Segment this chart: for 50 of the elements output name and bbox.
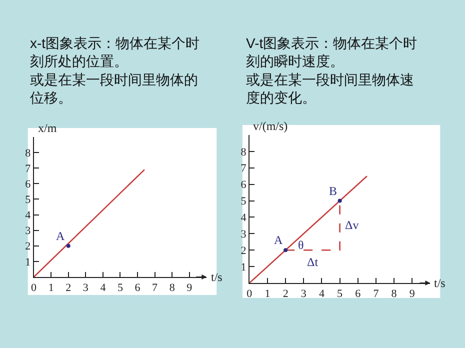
annotation: B bbox=[329, 184, 338, 198]
chart-title: V-t图象表示：物体在某个时刻的瞬时速度。 bbox=[246, 35, 418, 70]
x-tick-label: 3 bbox=[82, 282, 89, 294]
y-tick-label: 8 bbox=[25, 147, 32, 160]
y-tick-label: 2 bbox=[240, 244, 246, 257]
x-tick-label: 7 bbox=[373, 288, 380, 300]
y-tick-label: 8 bbox=[240, 146, 247, 158]
y-tick-label: 7 bbox=[240, 162, 247, 175]
x-tick-label: 1 bbox=[48, 282, 54, 294]
x-tick-label: 7 bbox=[152, 282, 158, 294]
y-tick-label: 1 bbox=[25, 256, 31, 268]
chart-subtitle: 或是在某一段时间里物体的位移。 bbox=[30, 71, 198, 106]
x-tick-label: 3 bbox=[300, 288, 307, 300]
y-tick-label: 4 bbox=[25, 210, 32, 222]
y-tick-label: 7 bbox=[25, 162, 32, 175]
x-tick-label: 1 bbox=[264, 288, 270, 300]
x-tick-label: 4 bbox=[318, 288, 325, 300]
x-tick-label: 5 bbox=[117, 282, 124, 294]
y-tick-label: 3 bbox=[25, 225, 32, 238]
x-tick-label: 2 bbox=[282, 288, 288, 300]
annotation: Δv bbox=[345, 218, 359, 232]
annotation: θ bbox=[298, 238, 304, 252]
x-tick-label: 8 bbox=[169, 282, 176, 294]
x-tick-label: 4 bbox=[100, 282, 106, 294]
y-tick-label: 5 bbox=[25, 194, 32, 206]
x-tick-label: 9 bbox=[409, 288, 416, 300]
x-axis-title: t/s bbox=[211, 270, 223, 284]
y-axis-title: x/m bbox=[38, 121, 58, 135]
y-tick-label: 2 bbox=[25, 240, 31, 253]
chart-title: x-t图象表示：物体在某个时刻所处的位置。 bbox=[30, 35, 200, 70]
y-tick-label: 5 bbox=[240, 196, 247, 208]
x-axis-title: t/s bbox=[434, 276, 446, 290]
x-tick-label: 5 bbox=[337, 288, 344, 300]
chart-subtitle: 或是在某一段时间里物体速度的变化。 bbox=[246, 71, 414, 106]
x-tick-label: 8 bbox=[391, 288, 398, 300]
x-tick-label: 0 bbox=[31, 282, 38, 294]
y-tick-label: 3 bbox=[240, 228, 247, 241]
x-tick-label: 6 bbox=[134, 282, 141, 294]
y-tick-label: 6 bbox=[25, 178, 32, 191]
y-tick-label: 1 bbox=[240, 261, 246, 274]
annotation: A bbox=[274, 233, 283, 247]
y-tick-label: 4 bbox=[240, 212, 247, 224]
annotation: A bbox=[56, 229, 65, 243]
x-tick-label: 6 bbox=[355, 288, 362, 300]
x-tick-label: 2 bbox=[66, 282, 72, 294]
y-axis-title: v/(m/s) bbox=[253, 119, 288, 133]
y-tick-label: 6 bbox=[240, 179, 247, 192]
x-tick-label: 0 bbox=[246, 288, 253, 300]
x-tick-label: 9 bbox=[186, 282, 193, 294]
annotation: Δt bbox=[307, 255, 319, 269]
